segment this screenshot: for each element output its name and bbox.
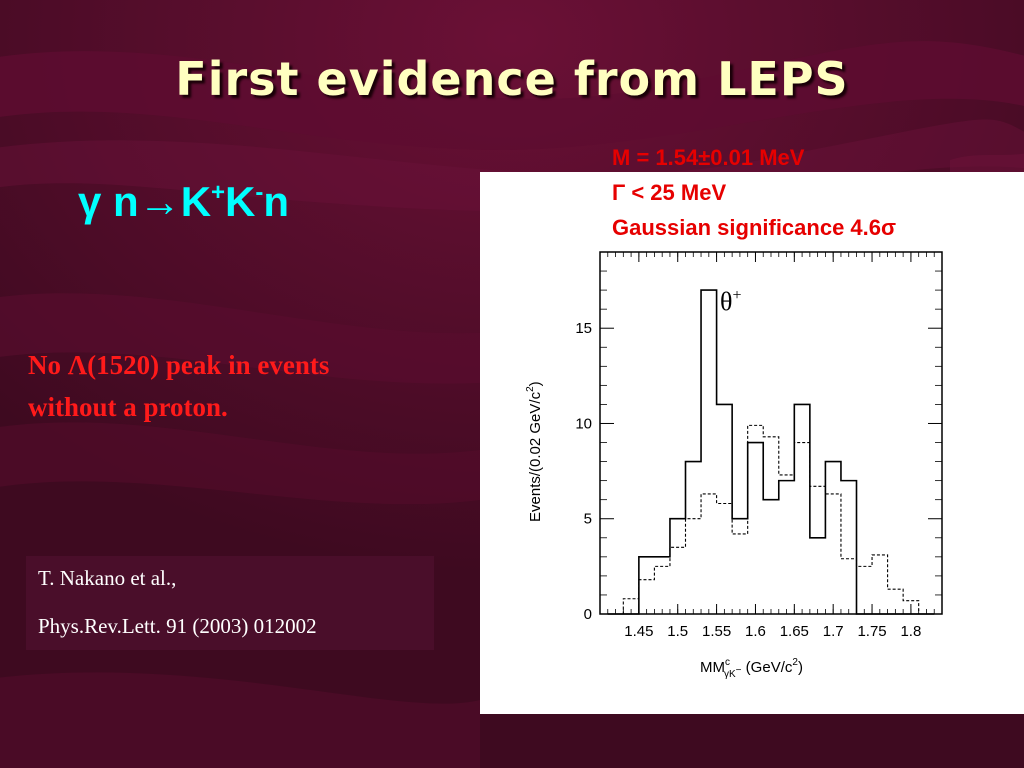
histogram-dashed-series bbox=[607, 424, 935, 615]
fit-mass: M = 1.54±0.01 MeV bbox=[612, 145, 805, 170]
y-axis-label: Events/(0.02 GeV/c2) bbox=[525, 381, 544, 522]
x-tick-label: 1.65 bbox=[780, 623, 809, 640]
x-tick-label: 1.6 bbox=[745, 623, 766, 640]
fit-significance: Gaussian significance 4.6σ bbox=[612, 215, 897, 240]
x-tick-label: 1.55 bbox=[702, 623, 731, 640]
kaon-plus-symbol: K bbox=[180, 178, 212, 225]
y-tick-label: 15 bbox=[575, 320, 592, 337]
x-axis-label: MMc γK− (GeV/c2) bbox=[700, 657, 803, 680]
kaon-minus-charge: - bbox=[255, 179, 264, 206]
reference-journal: Phys.Rev.Lett. 91 (2003) 012002 bbox=[38, 614, 317, 638]
lambda-note: No Λ(1520) peak in events without a prot… bbox=[28, 344, 448, 428]
theta-symbol: θ bbox=[720, 287, 732, 316]
x-tick-label: 1.75 bbox=[857, 623, 886, 640]
y-tick-label: 5 bbox=[584, 511, 592, 528]
reaction-arrow: → bbox=[138, 178, 181, 225]
histogram-chart: 1.45 1.5 1.55 1.6 1.65 1.7 1.75 1.8 0 5 10 15 θ+ MM… bbox=[525, 251, 943, 680]
x-tick-label: 1.5 bbox=[667, 623, 688, 640]
reaction-equation: γ n→K+K-n bbox=[78, 178, 289, 226]
slide-title: First evidence from LEPS bbox=[175, 52, 849, 106]
fit-results: M = 1.54±0.01 MeV Γ < 25 MeV Gaussian si… bbox=[612, 140, 896, 245]
note-line-1: No Λ(1520) peak in events bbox=[28, 350, 330, 380]
fit-width: Γ < 25 MeV bbox=[612, 180, 727, 205]
x-tick-label: 1.8 bbox=[900, 623, 921, 640]
x-tick-label: 1.7 bbox=[823, 623, 844, 640]
y-tick-label: 10 bbox=[575, 415, 592, 432]
reference-authors: T. Nakano et al., bbox=[38, 566, 177, 590]
neutron-final-symbol: n bbox=[263, 178, 290, 225]
plot-frame bbox=[599, 251, 943, 615]
theta-plus-label: θ+ bbox=[720, 287, 742, 316]
kaon-plus-charge: + bbox=[211, 179, 226, 206]
reference-box: T. Nakano et al., Phys.Rev.Lett. 91 (200… bbox=[26, 556, 434, 650]
kaon-minus-symbol: K bbox=[225, 178, 256, 225]
note-line-2: without a proton. bbox=[28, 392, 228, 422]
y-tick-label: 0 bbox=[584, 606, 592, 623]
neutron-symbol: n bbox=[113, 178, 139, 225]
theta-charge: + bbox=[732, 287, 741, 304]
histogram-solid-series bbox=[607, 289, 935, 615]
gamma-symbol: γ bbox=[78, 178, 102, 225]
x-tick-label: 1.45 bbox=[624, 623, 653, 640]
